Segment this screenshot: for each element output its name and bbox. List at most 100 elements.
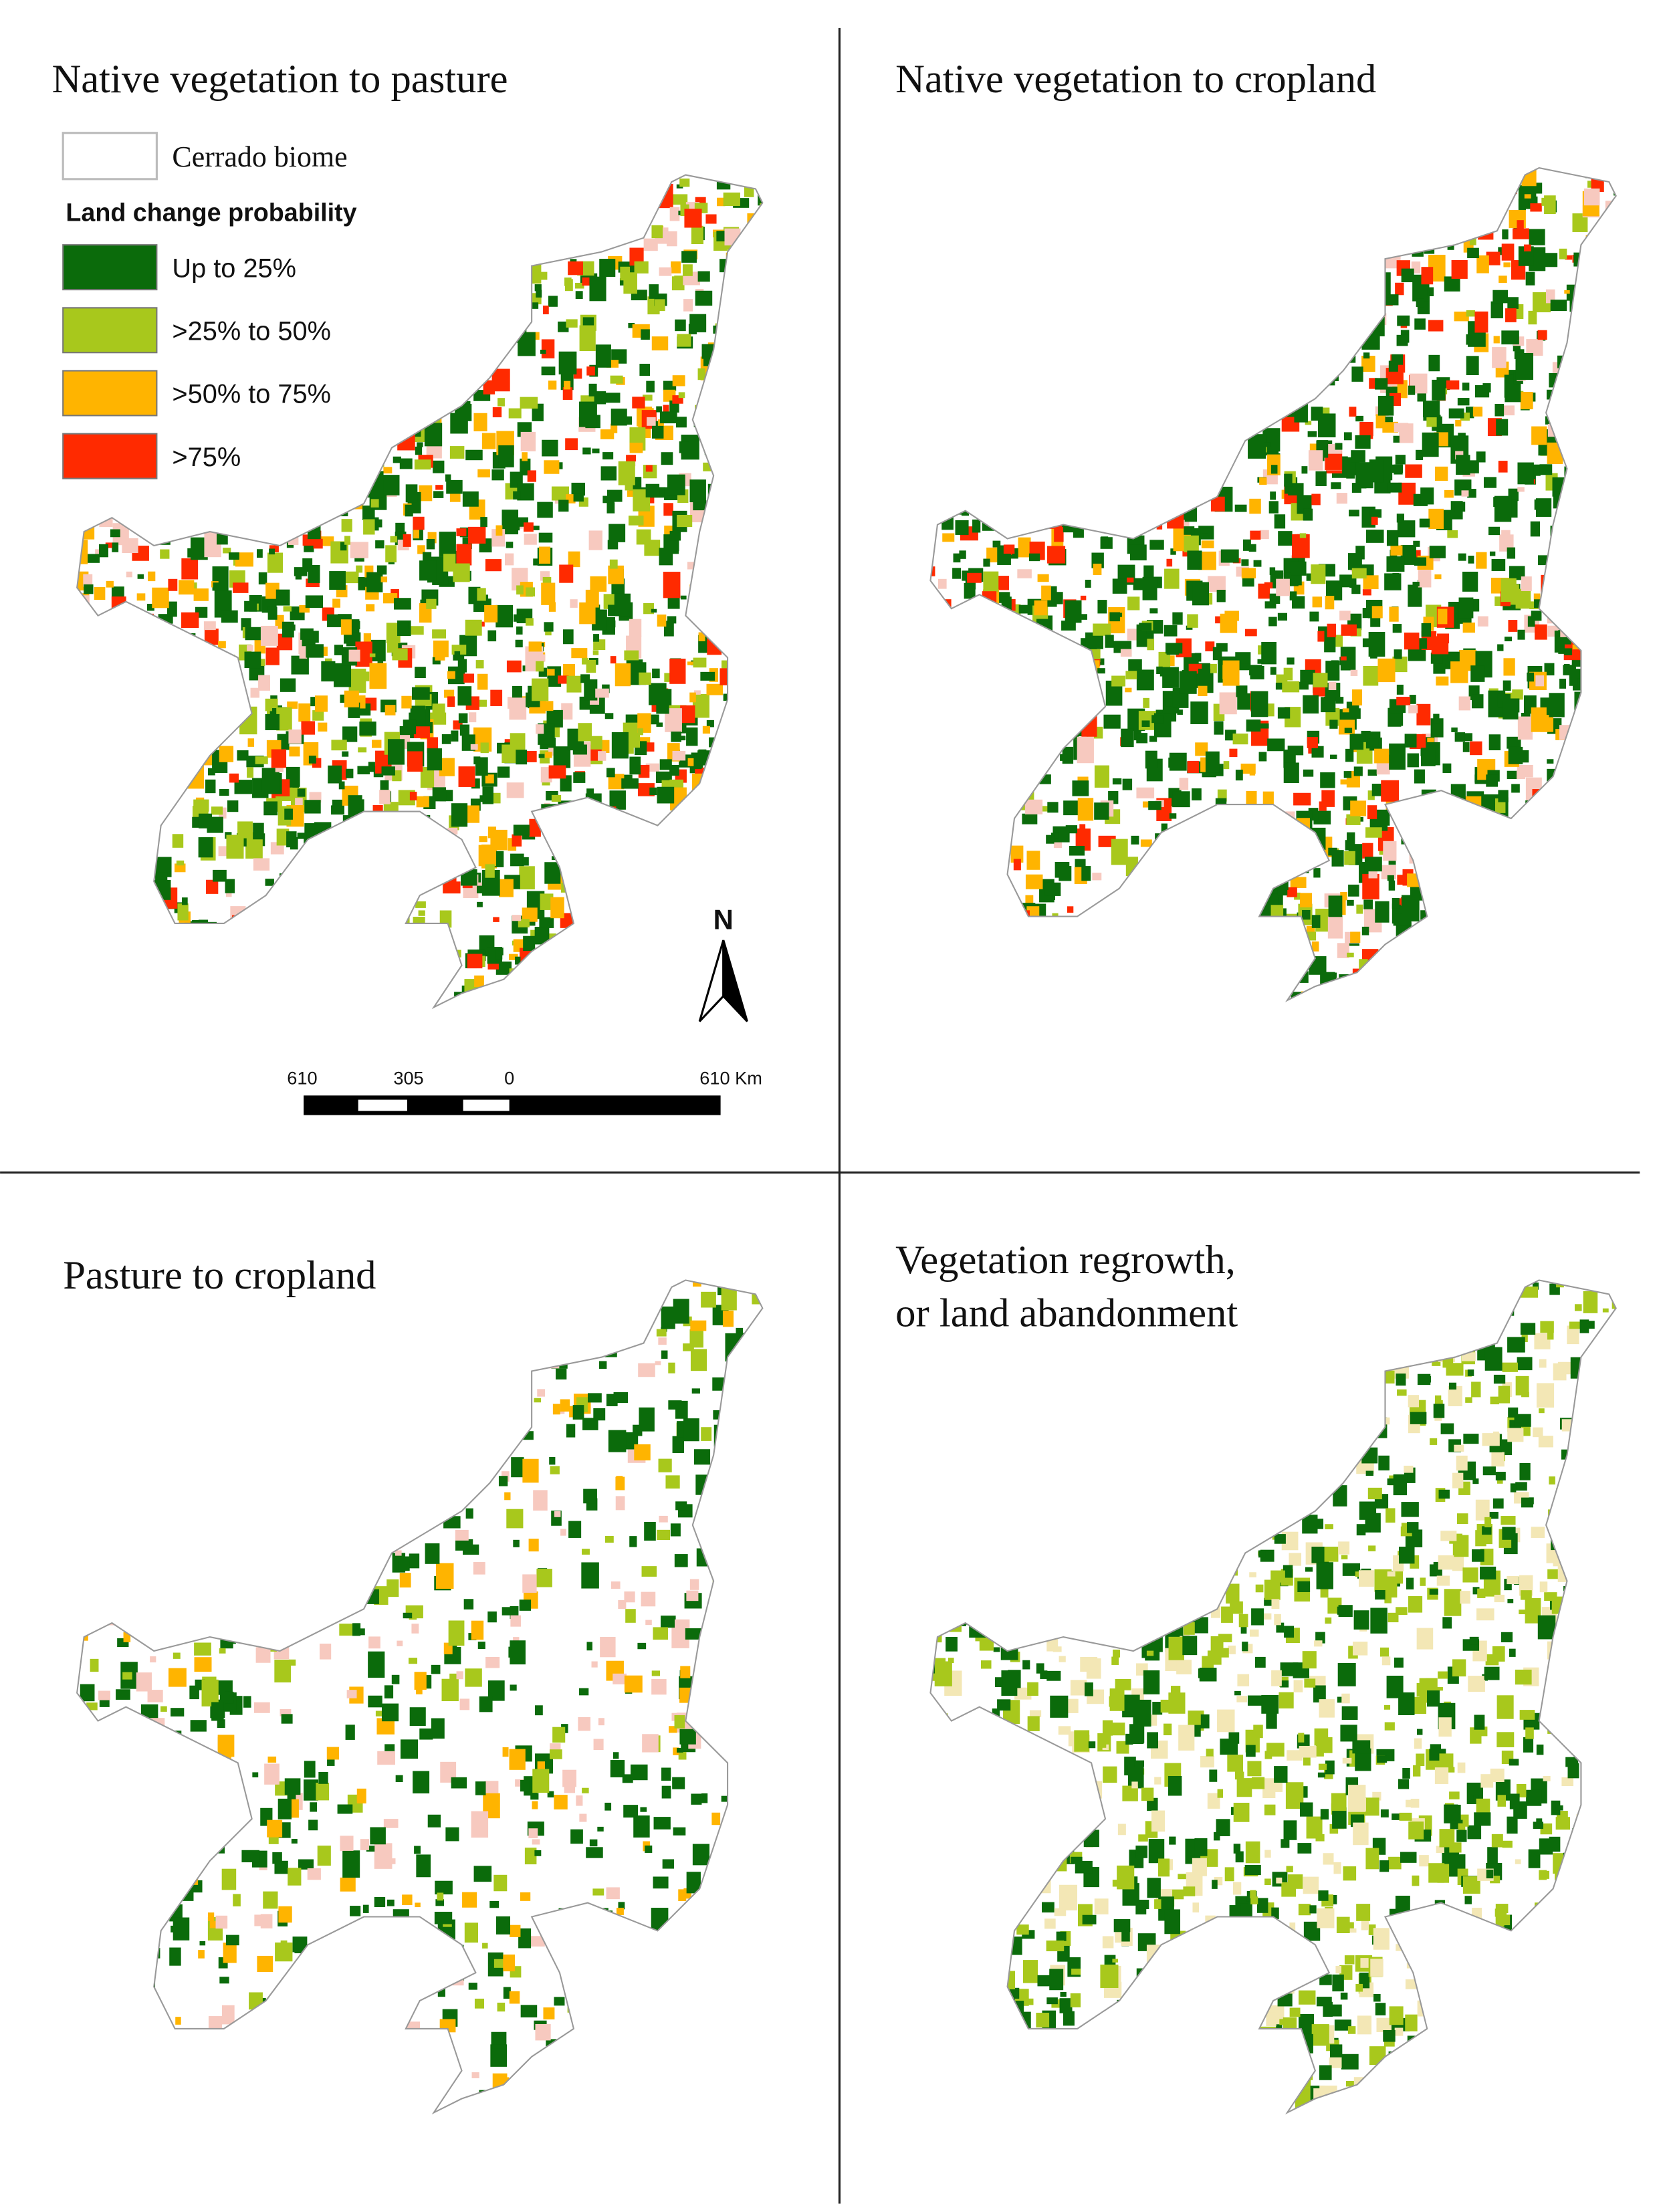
map-cell — [1414, 769, 1425, 784]
map-cell — [1532, 789, 1547, 804]
map-cell — [512, 192, 523, 200]
map-cell — [439, 758, 455, 776]
map-cell — [728, 536, 743, 552]
map-cell — [1262, 824, 1279, 846]
map-cell — [749, 875, 763, 894]
map-cell — [130, 992, 137, 998]
map-cell — [1223, 256, 1232, 265]
map-cell — [1455, 420, 1462, 427]
map-cell — [756, 983, 763, 998]
map-cell — [485, 232, 496, 243]
map-cell — [663, 621, 674, 637]
map-cell — [145, 895, 160, 915]
map-cell — [1242, 893, 1254, 905]
map-cell — [1142, 310, 1159, 322]
map-cell — [530, 1936, 545, 1947]
map-cell — [218, 362, 227, 368]
map-cell — [82, 766, 100, 792]
map-cell — [1592, 831, 1607, 848]
map-cell — [1386, 231, 1404, 251]
map-cell — [1057, 388, 1075, 403]
map-cell — [376, 872, 391, 893]
map-cell — [1258, 215, 1267, 222]
map-cell — [354, 555, 364, 562]
map-cell — [1623, 377, 1631, 387]
map-cell — [970, 322, 983, 334]
map-cell — [1396, 950, 1409, 966]
map-cell — [473, 413, 487, 432]
map-cell — [475, 660, 484, 669]
map-cell — [1030, 437, 1048, 459]
map-cell — [86, 1583, 102, 1606]
map-cell — [439, 532, 456, 557]
map-cell — [758, 211, 763, 228]
map-cell — [594, 2070, 605, 2079]
map-cell — [680, 705, 695, 724]
map-cell — [319, 1299, 332, 1309]
map-cell — [1585, 168, 1597, 179]
map-cell — [235, 236, 250, 249]
map-cell — [405, 835, 415, 847]
map-cell — [1041, 585, 1051, 600]
map-cell — [371, 280, 384, 296]
map-cell — [1141, 720, 1150, 728]
map-cell — [1300, 669, 1315, 685]
map-cell — [295, 488, 308, 497]
map-cell — [551, 486, 570, 501]
map-cell — [273, 302, 282, 307]
map-cell — [977, 190, 990, 201]
map-cell — [235, 552, 253, 567]
map-cell — [722, 1583, 740, 1597]
map-cell — [1176, 347, 1187, 357]
map-cell — [660, 918, 673, 927]
map-cell — [1034, 437, 1048, 447]
map-cell — [430, 191, 443, 206]
map-cell — [1250, 949, 1259, 958]
map-cell — [187, 514, 200, 529]
map-cell — [445, 319, 457, 333]
map-cell — [1274, 985, 1283, 992]
map-cell — [1535, 919, 1543, 931]
map-cell — [1212, 224, 1222, 231]
map-cell — [223, 968, 231, 975]
map-cell — [166, 411, 174, 423]
map-cell — [1350, 931, 1361, 944]
map-cell — [744, 324, 762, 340]
map-cell — [752, 1487, 761, 1495]
map-cell — [582, 277, 592, 286]
map-cell — [482, 992, 499, 1008]
map-cell — [698, 632, 705, 642]
map-cell — [1367, 790, 1375, 800]
map-cell — [1115, 919, 1131, 944]
map-cell — [661, 1616, 676, 1628]
map-cell — [1609, 821, 1616, 837]
map-cell — [1548, 782, 1558, 789]
map-cell — [937, 578, 947, 589]
map-cell — [110, 695, 129, 722]
map-cell — [693, 657, 707, 668]
map-cell — [1365, 986, 1383, 1001]
map-cell — [996, 645, 1005, 654]
map-cell — [581, 1562, 599, 1589]
map-cell — [118, 980, 132, 997]
map-cell — [437, 308, 449, 318]
map-cell — [104, 808, 114, 816]
map-cell — [734, 350, 750, 371]
map-cell — [357, 917, 367, 930]
map-cell — [230, 1343, 249, 1367]
map-cell — [1208, 576, 1226, 592]
map-cell — [1404, 633, 1420, 650]
map-cell — [1298, 849, 1313, 865]
map-cell — [981, 640, 996, 658]
map-cell — [724, 330, 736, 344]
map-cell — [736, 943, 750, 962]
map-cell — [271, 516, 289, 536]
map-cell — [285, 185, 293, 190]
map-cell — [1170, 548, 1176, 555]
map-cell — [968, 305, 980, 326]
map-cell — [610, 656, 617, 664]
map-cell — [541, 366, 556, 376]
map-cell — [990, 292, 1004, 307]
map-cell — [964, 478, 982, 500]
map-cell — [1050, 290, 1057, 299]
